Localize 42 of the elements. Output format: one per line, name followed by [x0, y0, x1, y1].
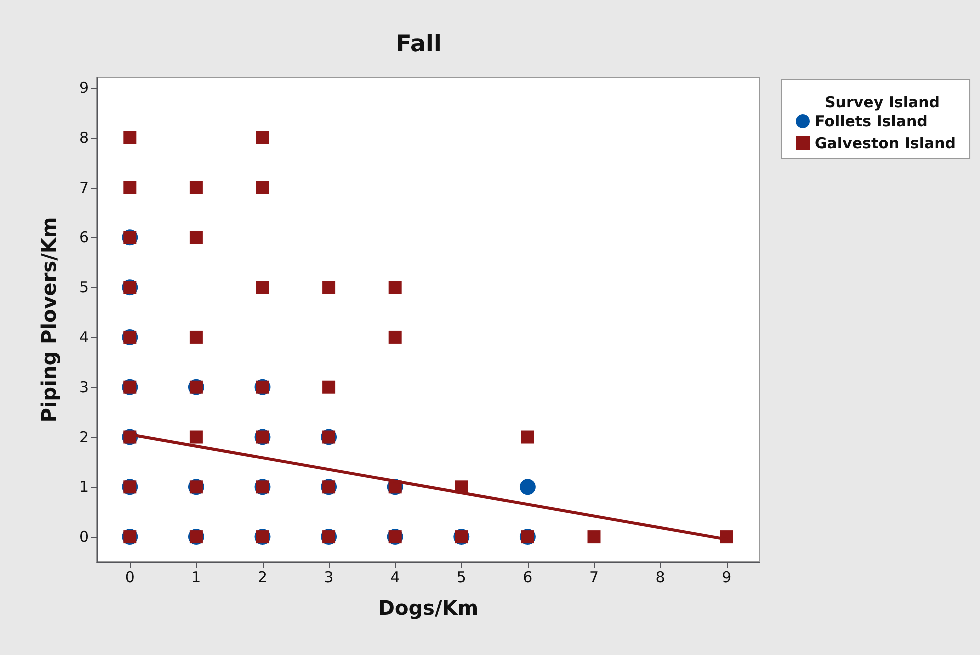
x-tick-label: 0 — [125, 568, 135, 586]
point — [190, 430, 203, 444]
point — [388, 281, 402, 294]
y-tick-label: 0 — [79, 528, 89, 546]
y-tick-label: 7 — [79, 178, 89, 197]
point — [190, 231, 203, 244]
y-tick-label: 6 — [79, 228, 89, 247]
x-tick-label: 3 — [324, 568, 334, 586]
legend-title: Survey Island — [825, 94, 940, 112]
point — [256, 131, 270, 144]
x-tick-label: 7 — [589, 568, 600, 586]
x-tick-label: 6 — [523, 568, 533, 586]
point — [190, 330, 203, 344]
y-tick-label: 5 — [79, 278, 89, 297]
y-axis-title: Piping Plovers/Km — [37, 217, 61, 423]
legend-label: Galveston Island — [815, 134, 956, 152]
x-tick-label: 2 — [258, 568, 268, 586]
x-tick-label: 4 — [390, 568, 400, 586]
x-tick-label: 9 — [722, 568, 732, 586]
point — [521, 430, 534, 444]
point — [322, 281, 336, 294]
legend-label: Follets Island — [815, 112, 928, 130]
point — [588, 530, 601, 544]
chart-title: Fall — [396, 32, 442, 58]
point — [256, 181, 270, 194]
point — [124, 131, 137, 144]
point — [322, 380, 336, 394]
point — [124, 181, 137, 194]
y-tick-label: 9 — [79, 78, 89, 97]
y-tick-label: 3 — [79, 378, 89, 396]
x-tick-label: 5 — [456, 568, 466, 586]
y-tick-label: 2 — [79, 428, 89, 446]
point — [388, 330, 402, 344]
point — [190, 181, 203, 194]
point — [256, 281, 270, 294]
point — [520, 479, 536, 496]
y-tick-label: 4 — [79, 328, 89, 346]
y-tick-label: 1 — [79, 478, 89, 496]
x-axis-title: Dogs/Km — [378, 596, 479, 620]
x-tick-label: 8 — [656, 568, 666, 586]
y-tick-label: 8 — [79, 128, 89, 147]
x-tick-label: 1 — [192, 568, 202, 586]
